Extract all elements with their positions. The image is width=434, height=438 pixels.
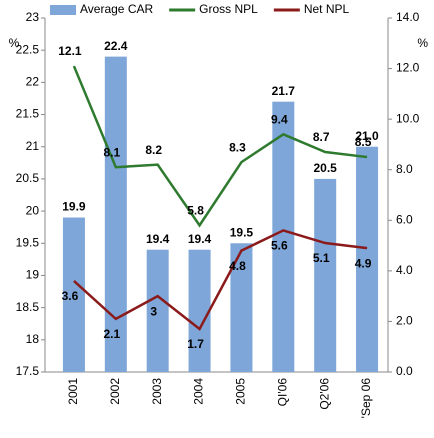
line-label: 8.5 [355, 135, 372, 149]
line-label: 12.1 [58, 44, 82, 58]
line-label: 3.6 [62, 289, 79, 303]
y-tick-label: 20 [26, 203, 40, 217]
y-tick-label: 21 [26, 139, 40, 153]
y2-tick-label: 4.0 [396, 263, 413, 277]
line-label: 8.3 [229, 140, 246, 154]
line-label: 5.1 [313, 251, 330, 265]
bar [146, 249, 169, 372]
x-tick-label: QI'06 [275, 378, 289, 407]
y2-tick-label: 6.0 [396, 212, 413, 226]
bar [188, 249, 211, 372]
line-label: 5.8 [187, 204, 204, 218]
y-tick-label: 18.5 [16, 300, 40, 314]
bar-label: 20.5 [314, 161, 338, 175]
x-tick-label: 2002 [108, 378, 122, 405]
line-label: 9.4 [271, 112, 288, 126]
y-tick-label: 19 [26, 268, 40, 282]
bar [104, 56, 127, 372]
y-tick-label: 18 [26, 332, 40, 346]
y-tick-label: 19.5 [16, 235, 40, 249]
line-series [72, 65, 368, 228]
x-tick-label: 2004 [192, 378, 206, 405]
bar-label: 19.9 [62, 200, 86, 214]
y2-tick-label: 0.0 [396, 364, 413, 378]
line-label: 3 [150, 304, 157, 318]
y2-tick-label: 8.0 [396, 162, 413, 176]
x-tick-label: 2005 [234, 378, 248, 405]
y2-tick-label: 12.0 [396, 61, 420, 75]
bar-label: 21.0 [355, 129, 379, 143]
legend-swatch [50, 5, 76, 15]
bar [230, 243, 253, 372]
line-label: 4.8 [229, 259, 246, 273]
bar [62, 217, 85, 372]
x-tick-label: 'Sep 06 [359, 378, 373, 419]
line-series [73, 229, 368, 331]
y2-unit: % [417, 36, 428, 50]
y2-tick-label: 2.0 [396, 314, 413, 328]
line-label: 8.1 [103, 145, 120, 159]
bar [356, 146, 379, 372]
line-label: 5.6 [271, 239, 288, 253]
line-label: 2.1 [103, 327, 120, 341]
y2-tick-label: 14.0 [396, 10, 420, 24]
legend-label: Gross NPL [199, 2, 258, 16]
bar [314, 178, 337, 372]
x-tick-label: 2001 [66, 378, 80, 405]
y-tick-label: 20.5 [16, 171, 40, 185]
y2-tick-label: 10.0 [396, 111, 420, 125]
bar [272, 101, 295, 372]
bar-label: 19.5 [230, 225, 254, 239]
bar-label: 22.4 [104, 39, 128, 53]
legend-label: Net NPL [304, 2, 350, 16]
x-tick-label: 2003 [150, 378, 164, 405]
y-tick-label: 21.5 [16, 107, 40, 121]
legend-label: Average CAR [80, 2, 153, 16]
bar-label: 19.4 [188, 232, 212, 246]
y-tick-label: 22.5 [16, 42, 40, 56]
line-label: 1.7 [187, 337, 204, 351]
line-label: 8.7 [313, 130, 330, 144]
bar-label: 21.7 [272, 84, 296, 98]
y-tick-label: 22 [26, 75, 40, 89]
bar-label: 19.4 [146, 232, 170, 246]
y-unit: % [9, 36, 20, 50]
line-label: 4.9 [355, 256, 372, 270]
y-tick-label: 17.5 [16, 364, 40, 378]
x-tick-label: Q2'06 [317, 378, 331, 410]
line-label: 8.2 [145, 143, 162, 157]
y-tick-label: 23 [26, 10, 40, 24]
